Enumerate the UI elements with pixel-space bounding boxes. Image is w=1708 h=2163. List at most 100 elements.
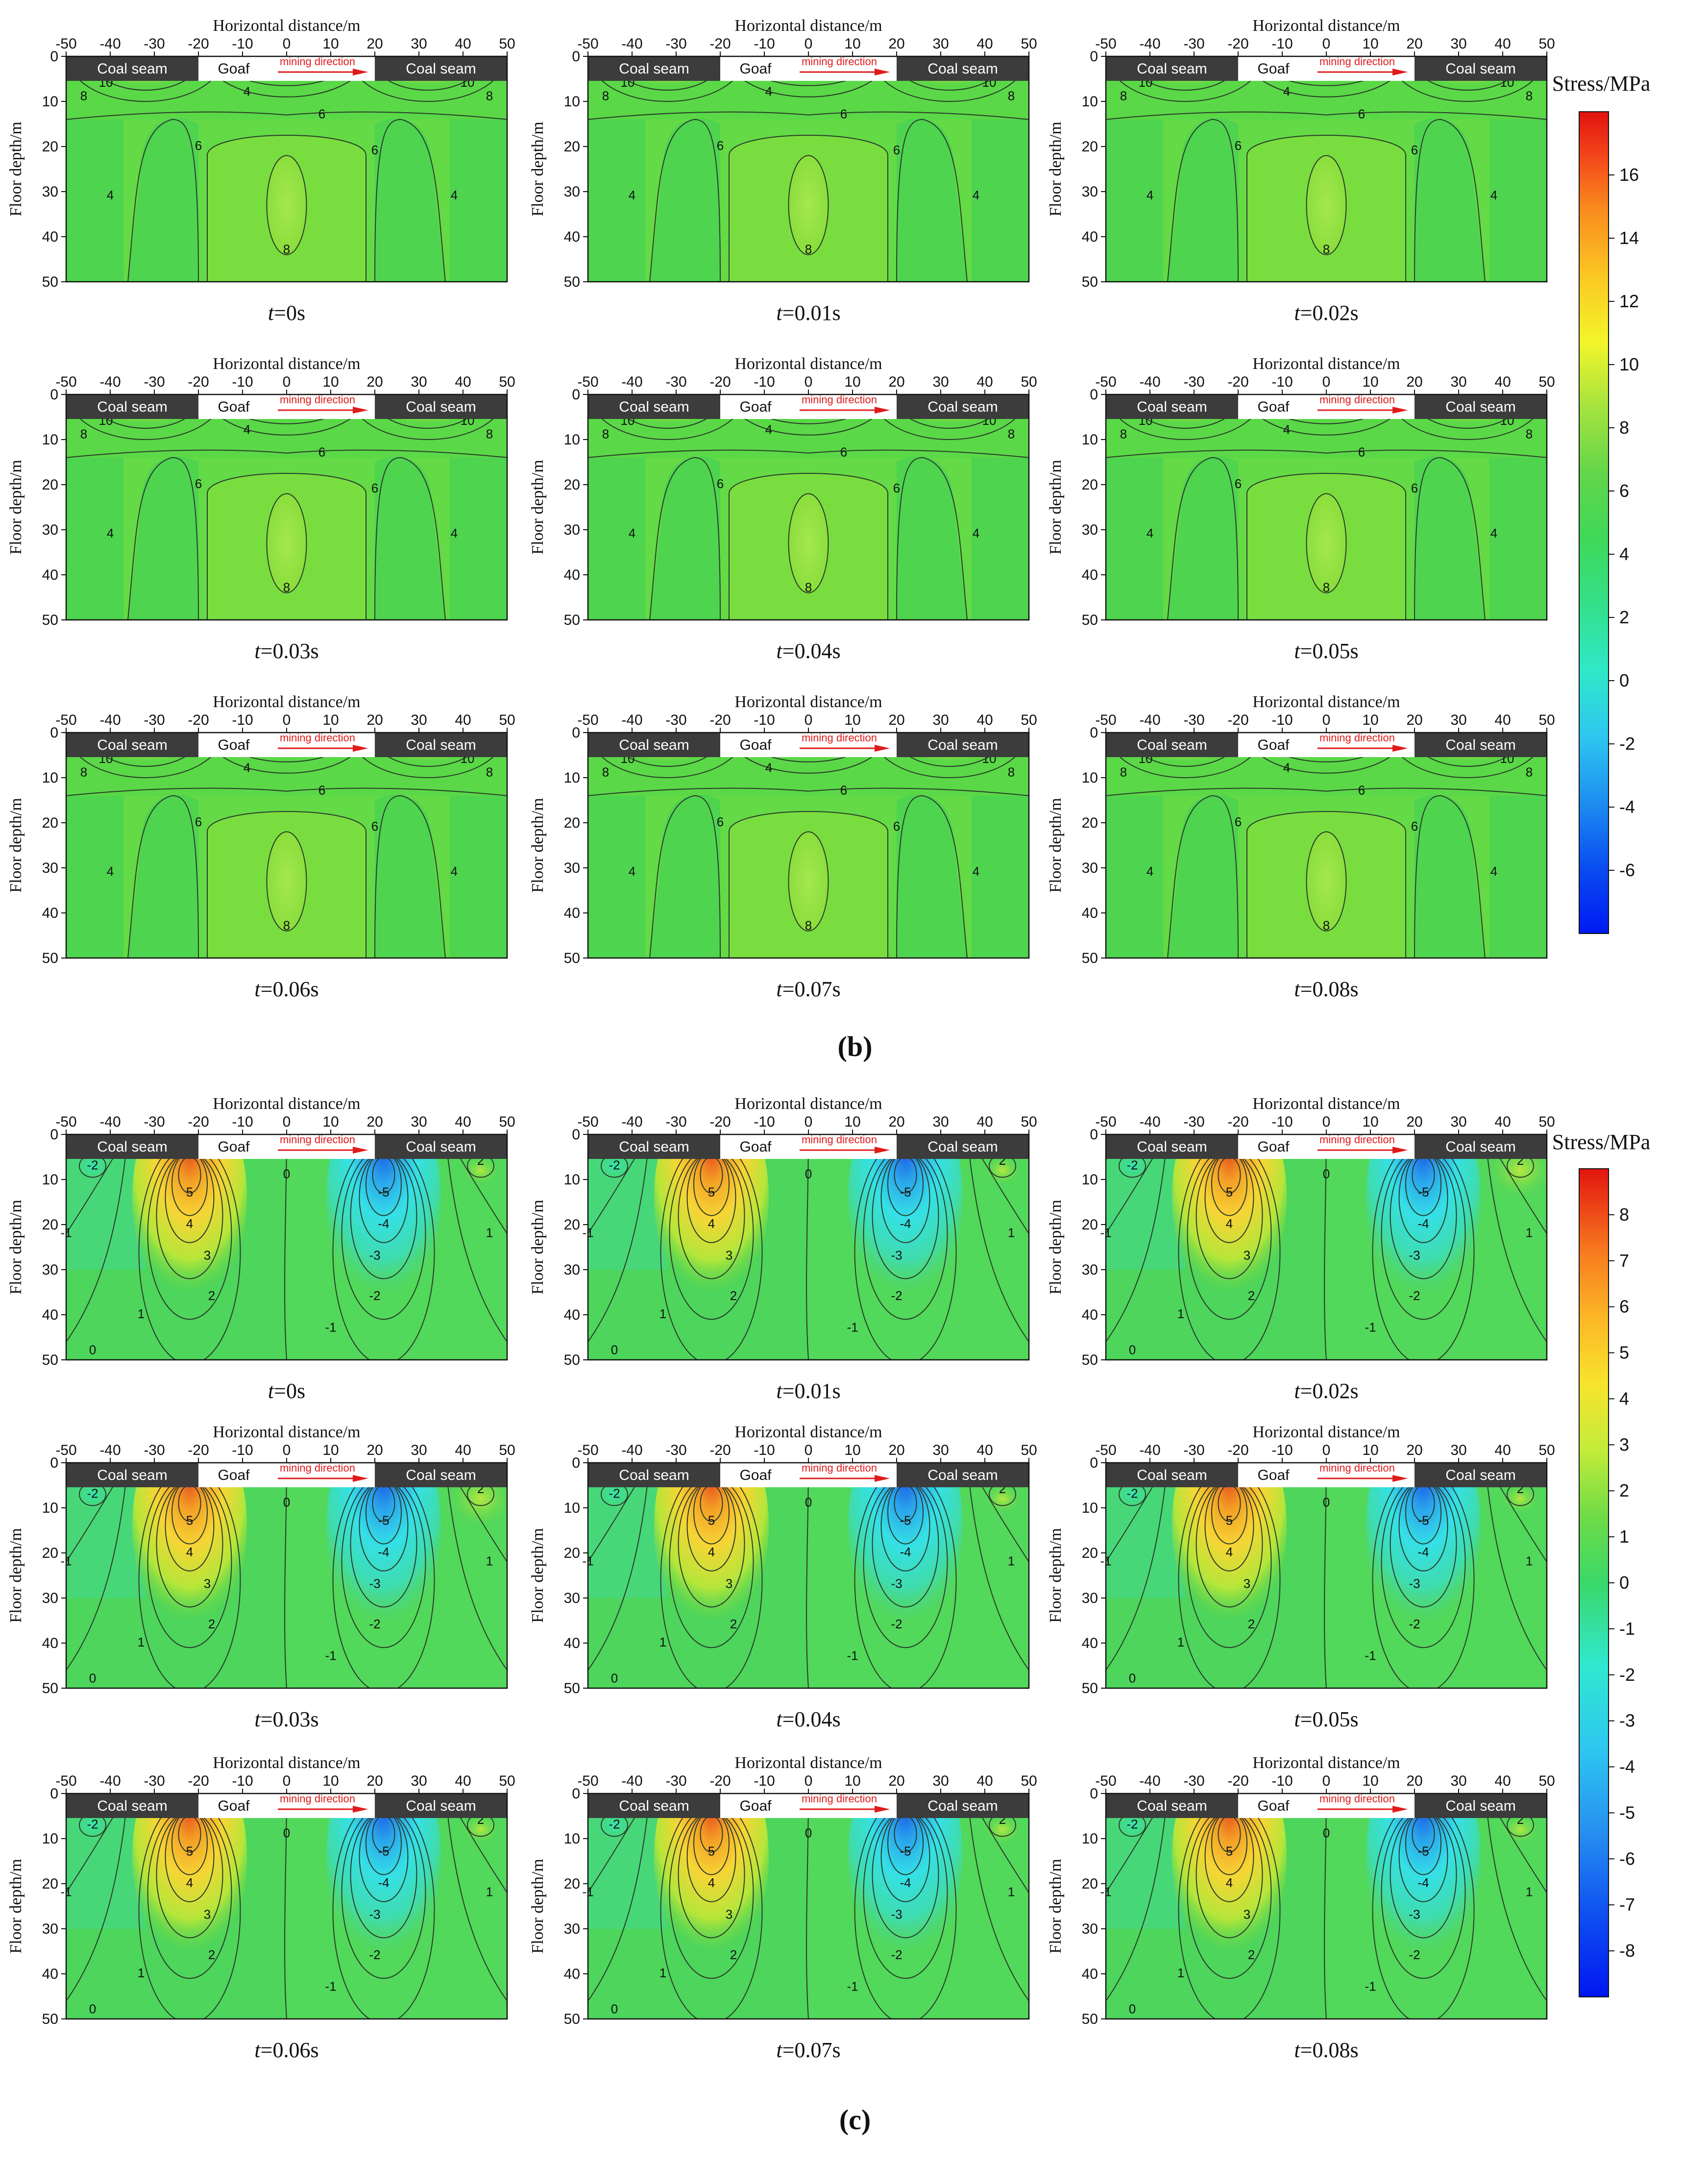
goaf-label: Goaf xyxy=(1257,1467,1290,1483)
y-axis-title: Floor depth/m xyxy=(7,1528,25,1623)
contour-value-label: 8 xyxy=(805,580,812,594)
coal-seam-label-right: Coal seam xyxy=(927,1467,998,1483)
colorbar-tick-label: -1 xyxy=(1619,1619,1635,1639)
contour-value-label: -2 xyxy=(1409,1288,1420,1303)
x-tick-label: 10 xyxy=(322,712,339,728)
contour-line xyxy=(284,1463,287,1688)
band-4-right xyxy=(375,118,445,282)
coal-seam-label-right: Coal seam xyxy=(927,1798,998,1814)
colorbar-tick-label: -3 xyxy=(1619,1711,1635,1731)
contour-value-label: -4 xyxy=(378,1545,389,1559)
x-axis-title: Horizontal distance/m xyxy=(734,693,882,711)
contour-value-label: -3 xyxy=(1409,1907,1420,1921)
y-tick-label: 50 xyxy=(42,1680,58,1696)
y-tick-label: 0 xyxy=(50,1786,58,1802)
time-value: =0.08s xyxy=(1300,977,1359,1001)
x-tick-label: 50 xyxy=(1021,1114,1037,1130)
goaf-label: Goaf xyxy=(218,399,250,415)
colorbar-tick-label: -5 xyxy=(1619,1802,1635,1822)
contour-value-label: 5 xyxy=(1226,1184,1233,1199)
coal-seam-left xyxy=(66,1134,198,1159)
mining-direction-label: mining direction xyxy=(280,55,355,68)
x-tick-label: 0 xyxy=(283,712,291,728)
contour-value-label: -4 xyxy=(1417,1216,1429,1231)
x-tick-label: 30 xyxy=(1450,374,1466,390)
contour-value-label: -3 xyxy=(891,1576,902,1591)
band-4-edge-right xyxy=(450,457,507,620)
coal-seam-label-left: Coal seam xyxy=(1137,399,1207,415)
contour-value-label: -2 xyxy=(609,1486,620,1500)
strata-strip: Coal seam Coal seam Goaf mining direction xyxy=(588,1462,1029,1487)
contour-line xyxy=(1414,119,1486,282)
x-tick-label: -40 xyxy=(621,1114,642,1130)
contour-value-label: 4 xyxy=(186,1875,193,1890)
contour-line xyxy=(370,733,485,767)
contour-value-label: 4 xyxy=(451,526,458,541)
lobe-left-edge xyxy=(597,1152,632,1180)
contour-value-label: 6 xyxy=(371,143,378,157)
time-caption: t=0.04s xyxy=(776,1707,840,1731)
positive-lobe xyxy=(654,1794,769,1965)
x-tick-label: -50 xyxy=(55,712,76,728)
x-tick-label: -30 xyxy=(1183,1114,1204,1130)
x-tick-label: -20 xyxy=(709,36,731,52)
x-tick-label: 10 xyxy=(322,1114,339,1130)
band-4-right xyxy=(897,794,967,958)
contour-value-label: 8 xyxy=(602,427,609,442)
contour-value-label: 4 xyxy=(1147,526,1153,541)
x-tick-label: 40 xyxy=(455,1442,471,1458)
lobe-left-edge xyxy=(1115,1811,1150,1839)
mining-direction-arrow-head xyxy=(353,69,368,75)
contour-line xyxy=(66,1134,128,1342)
positive-lobe xyxy=(1172,1463,1287,1634)
x-tick-label: 20 xyxy=(888,1114,904,1130)
y-tick-label: 20 xyxy=(42,1217,58,1233)
mining-direction-label: mining direction xyxy=(1319,393,1395,406)
colorbar-tick-label: -2 xyxy=(1619,1665,1635,1685)
x-tick-label: 50 xyxy=(499,1773,515,1789)
y-tick-label: 50 xyxy=(42,950,58,966)
x-tick-label: -40 xyxy=(99,1114,121,1130)
y-tick-label: 10 xyxy=(1082,1831,1098,1847)
colorbar-b: Stress/MPa -6 -4 -2 0 2 4 6 8 10 12 14 16 xyxy=(1552,72,1650,934)
mining-direction-label: mining direction xyxy=(802,1793,877,1805)
panel-b: 10 8 10 8 4 6 6 6 4 4 8 Coal seam Coal seam Goaf minin… xyxy=(7,17,1555,1001)
coal-seam-right xyxy=(1415,56,1547,81)
contour-value-label: 4 xyxy=(107,188,114,202)
contour-value-label: 6 xyxy=(840,444,847,459)
x-tick-label: 0 xyxy=(805,1773,813,1789)
x-tick-label: -40 xyxy=(621,374,642,390)
x-axis-title: Horizontal distance/m xyxy=(213,1423,360,1441)
x-tick-label: 40 xyxy=(976,712,993,728)
y-axis-title: Floor depth/m xyxy=(7,460,25,555)
contour-line xyxy=(589,394,746,440)
band-4-edge-right xyxy=(450,119,507,282)
time-value: =0.06s xyxy=(261,977,319,1001)
mining-direction-label: mining direction xyxy=(802,1462,877,1474)
goaf-region xyxy=(1238,733,1415,757)
x-axis: -50 -40 -30 -20 -10 0 10 20 30 40 50 Horizontal dis… xyxy=(55,355,515,394)
time-value: =0.05s xyxy=(1300,1707,1359,1731)
x-tick-label: 30 xyxy=(932,374,949,390)
x-tick-label: 0 xyxy=(805,374,813,390)
contour-value-label: 2 xyxy=(730,1947,737,1962)
y-tick-label: 0 xyxy=(572,1455,580,1471)
time-caption: t=0.02s xyxy=(1294,301,1358,325)
x-tick-label: 40 xyxy=(976,1442,993,1458)
contour-line xyxy=(742,733,875,762)
x-axis: -50 -40 -30 -20 -10 0 10 20 30 40 50 Horizontal dis… xyxy=(577,1095,1037,1134)
time-value: =0.01s xyxy=(782,1379,841,1403)
x-tick-label: -40 xyxy=(99,1773,121,1789)
y-tick-label: 40 xyxy=(1082,1966,1098,1982)
mining-direction-arrow-head xyxy=(1392,1806,1408,1813)
mining-direction-label: mining direction xyxy=(280,1793,355,1805)
colorbar-scale xyxy=(1579,1168,1609,1997)
contour-line xyxy=(207,56,366,98)
contour-line xyxy=(349,394,506,440)
contour-value-label: 0 xyxy=(283,1826,290,1841)
colorbar-tick-label: -4 xyxy=(1619,1757,1635,1777)
contour-value-label: 4 xyxy=(765,422,772,437)
contour-value-label: 1 xyxy=(1008,1225,1015,1240)
contour-line xyxy=(349,56,506,102)
x-tick-label: 10 xyxy=(1362,712,1378,728)
